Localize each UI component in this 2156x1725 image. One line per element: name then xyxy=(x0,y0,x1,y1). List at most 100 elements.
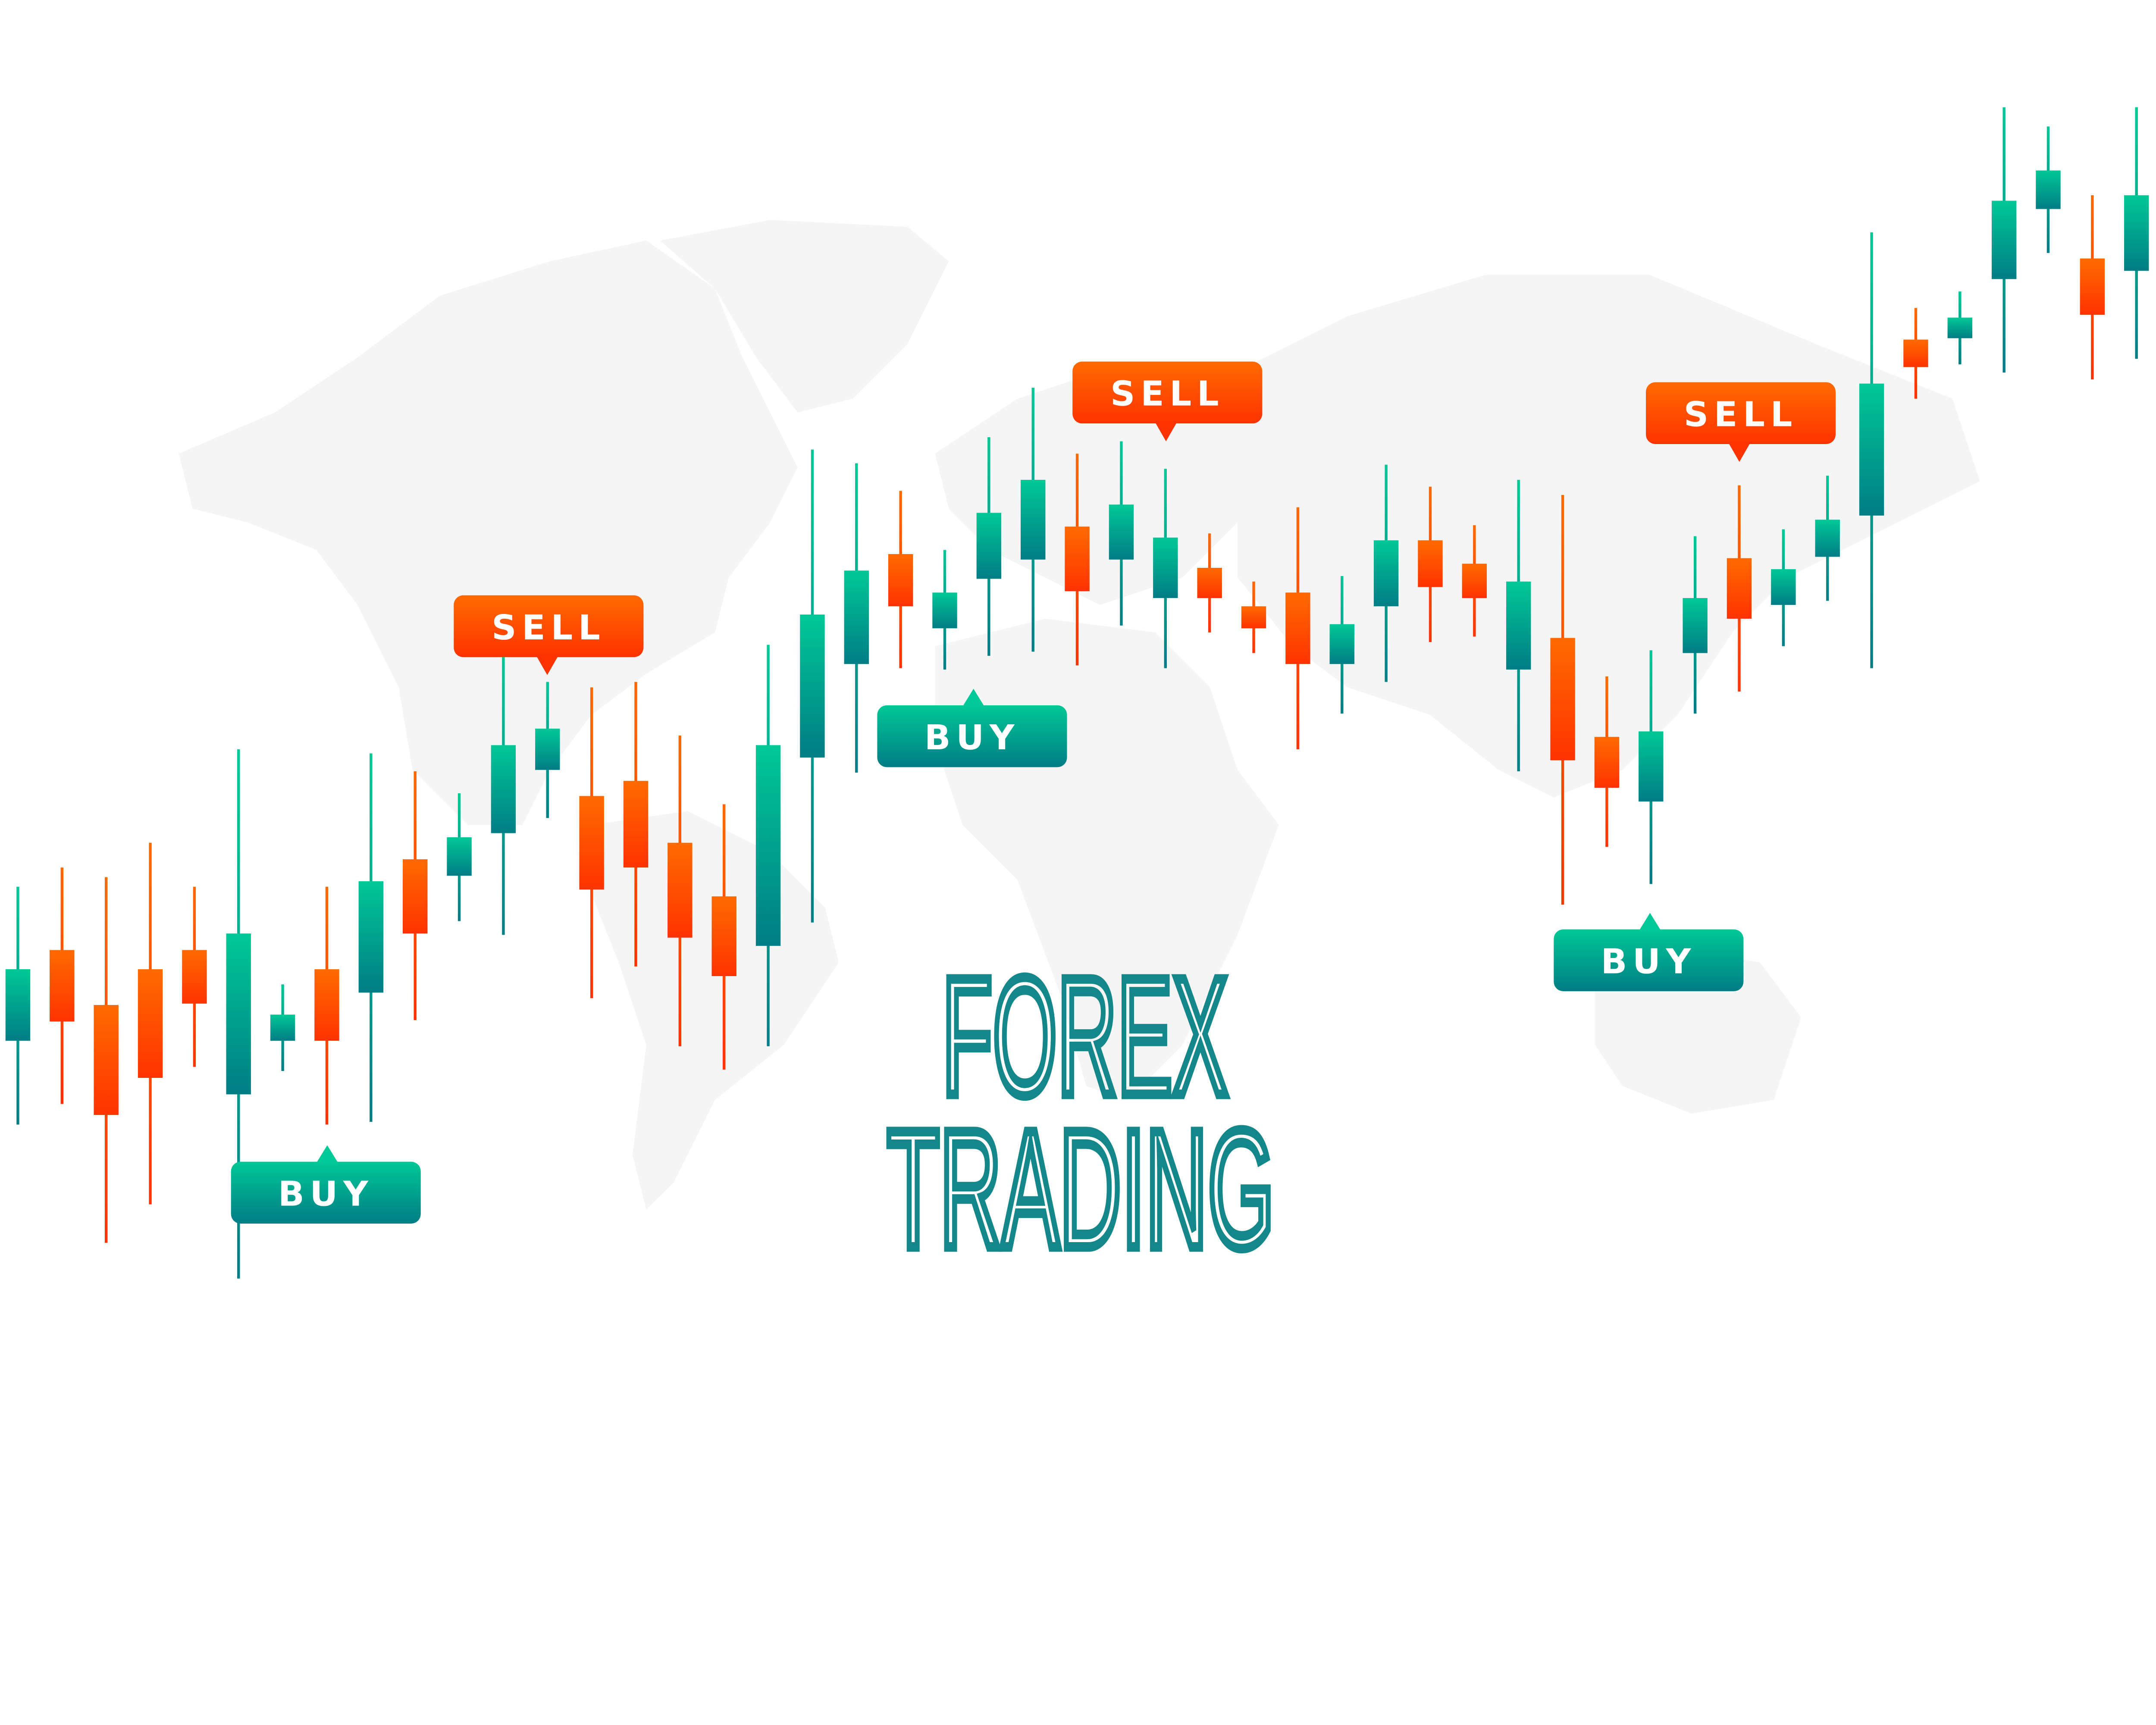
candle-body-bearish xyxy=(182,950,207,1004)
candle-10 xyxy=(402,771,428,1021)
candle-body-bearish xyxy=(1418,540,1443,587)
candle-body-bearish xyxy=(1197,567,1222,598)
candle-27 xyxy=(1153,469,1178,668)
candle-34 xyxy=(1462,525,1487,637)
candle-body-bullish xyxy=(976,513,1002,579)
candle-26 xyxy=(1109,441,1134,626)
candle-body-bullish xyxy=(226,933,251,1095)
candle-11 xyxy=(447,793,472,921)
candle-body-bearish xyxy=(402,859,428,934)
candle-body-bullish xyxy=(755,745,781,946)
title-trading: TRADING xyxy=(887,1096,1275,1283)
candle-8 xyxy=(314,886,339,1125)
candle-24 xyxy=(1021,388,1046,652)
candle-body-bullish xyxy=(800,614,825,758)
candle-body-bullish xyxy=(1021,479,1046,560)
candle-14 xyxy=(579,687,604,999)
badge-box xyxy=(1554,929,1744,992)
candle-4 xyxy=(138,842,163,1205)
candle-45 xyxy=(1947,291,1972,365)
candle-body-bullish xyxy=(1373,540,1399,607)
badge-pointer-up-icon xyxy=(316,1145,338,1163)
badge-box xyxy=(1072,361,1263,424)
map-asia xyxy=(1210,275,1980,798)
sell-signal-badge: SELL xyxy=(1072,361,1263,441)
candles xyxy=(5,107,2149,1279)
signal-badges: BUY SELL BUY SELL BUY SELL xyxy=(231,361,1836,1224)
badge-label: SELL xyxy=(1684,394,1798,435)
candle-body-bullish xyxy=(1991,200,2017,279)
candle-body-bullish xyxy=(1815,520,1840,557)
badge-box xyxy=(231,1161,421,1224)
candle-22 xyxy=(932,550,957,670)
candle-body-bullish xyxy=(1859,383,1884,516)
candle-body-bearish xyxy=(1241,606,1266,629)
candle-body-bullish xyxy=(1947,317,1972,338)
candle-40 xyxy=(1727,485,1752,692)
candle-body-bearish xyxy=(2080,258,2105,315)
candle-38 xyxy=(1639,650,1664,884)
candle-21 xyxy=(888,491,913,668)
candle-body-bearish xyxy=(667,842,693,938)
candle-39 xyxy=(1683,536,1708,714)
candle-body-bearish xyxy=(711,896,736,977)
candle-23 xyxy=(976,437,1002,656)
badge-pointer-down-icon xyxy=(1155,422,1177,441)
candle-body-bearish xyxy=(1727,558,1752,619)
candle-5 xyxy=(182,886,207,1067)
candle-1 xyxy=(5,886,31,1125)
forex-trading-chart: BUY SELL BUY SELL BUY SELL FOREX TRADING xyxy=(5,107,2149,1287)
candle-body-bullish xyxy=(1639,731,1664,802)
candle-17 xyxy=(711,804,736,1070)
badge-pointer-up-icon xyxy=(962,689,985,707)
candle-body-bearish xyxy=(1550,638,1575,761)
candle-body-bullish xyxy=(2036,170,2061,209)
badge-box xyxy=(1645,382,1836,444)
candle-body-bullish xyxy=(932,592,957,629)
badge-pointer-up-icon xyxy=(1639,913,1661,931)
candle-body-bearish xyxy=(888,554,913,607)
candle-12 xyxy=(491,657,516,935)
candle-body-bullish xyxy=(1506,581,1531,670)
candle-19 xyxy=(800,449,825,923)
buy-signal-badge: BUY xyxy=(1554,913,1744,992)
candle-body-bullish xyxy=(491,745,516,833)
candle-15 xyxy=(623,682,649,967)
candle-35 xyxy=(1506,479,1531,771)
candle-body-bullish xyxy=(5,969,31,1041)
candle-6 xyxy=(226,749,251,1279)
map-greenland xyxy=(660,220,949,413)
candle-48 xyxy=(2080,195,2105,380)
candle-46 xyxy=(1991,107,2017,373)
candle-body-bearish xyxy=(94,1005,119,1115)
candle-body-bullish xyxy=(1329,624,1354,664)
candle-body-bullish xyxy=(2124,195,2149,271)
candle-3 xyxy=(94,877,119,1243)
badge-box xyxy=(454,595,644,657)
candle-body-bullish xyxy=(1771,569,1796,605)
candle-43 xyxy=(1859,232,1884,668)
world-map-background xyxy=(179,220,1980,1210)
sell-signal-badge: SELL xyxy=(454,595,644,675)
candle-body-bearish xyxy=(579,796,604,890)
candle-32 xyxy=(1373,464,1399,682)
map-europe xyxy=(935,371,1265,605)
candle-body-bearish xyxy=(1462,564,1487,598)
badge-label: SELL xyxy=(1110,374,1224,414)
candle-29 xyxy=(1241,581,1266,653)
candle-7 xyxy=(270,984,295,1071)
candle-20 xyxy=(844,463,869,773)
candle-31 xyxy=(1329,576,1354,714)
badge-pointer-down-icon xyxy=(536,656,558,675)
buy-signal-badge: BUY xyxy=(877,689,1067,767)
candle-47 xyxy=(2036,126,2061,253)
candle-49 xyxy=(2124,107,2149,359)
candle-body-bearish xyxy=(1903,339,1928,367)
candle-body-bullish xyxy=(844,570,869,664)
candle-18 xyxy=(755,645,781,1046)
candle-28 xyxy=(1197,533,1222,632)
candle-body-bullish xyxy=(1153,537,1178,598)
candle-body-bearish xyxy=(1285,592,1310,664)
candle-30 xyxy=(1285,507,1310,749)
badge-box xyxy=(877,705,1067,767)
